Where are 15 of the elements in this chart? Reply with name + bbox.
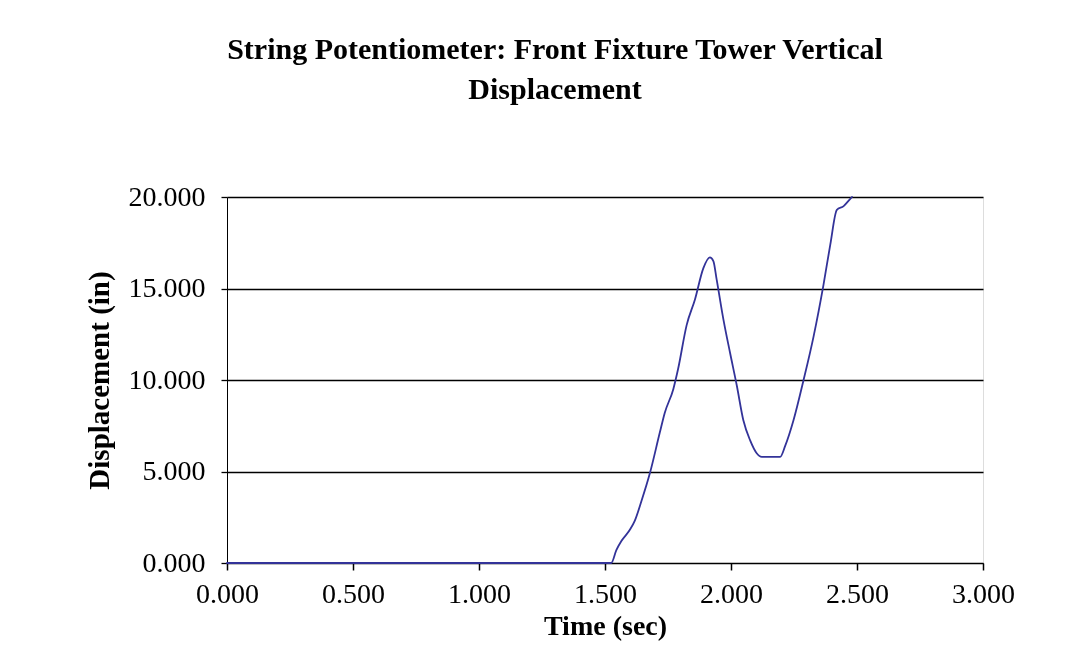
y-axis-title: Displacement (in) <box>82 271 116 490</box>
y-tick-label: 0.000 <box>142 546 206 578</box>
y-tick-label: 15.000 <box>128 272 206 303</box>
chart-title: String Potentiometer: Front Fixture Tower Vertical Displacement <box>227 32 883 105</box>
x-tick-label: 1.000 <box>448 577 511 609</box>
x-tick-label: 2.000 <box>700 577 763 609</box>
x-axis-title: Time (sec) <box>543 609 668 641</box>
y-tick-label: 20.000 <box>128 180 206 212</box>
x-tick-label: 1.500 <box>574 577 637 609</box>
x-tick-label: 0.500 <box>322 577 385 609</box>
y-tick-label: 10.000 <box>128 363 206 395</box>
x-tick-label: 3.000 <box>952 577 1015 609</box>
y-tick-label: 5.000 <box>142 455 206 486</box>
x-tick-label: 2.500 <box>826 577 889 609</box>
x-tick-label: 0.000 <box>196 577 259 609</box>
